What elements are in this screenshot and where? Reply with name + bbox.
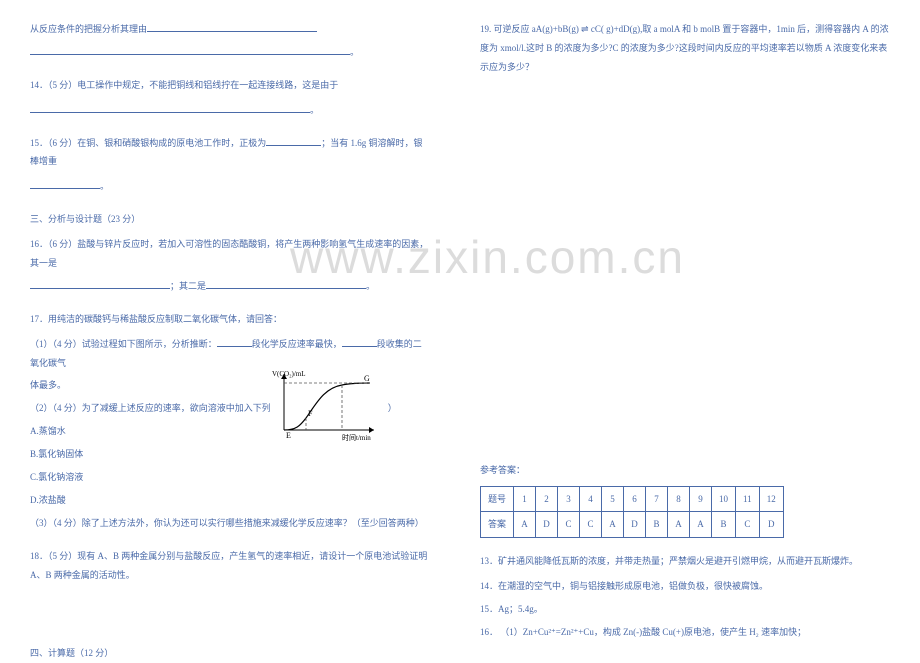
opt-d: D.浓盐酸	[30, 491, 430, 510]
blank-fill	[30, 279, 170, 289]
opt-c: C.氯化钠溶液	[30, 468, 430, 487]
q15-blank: 。	[30, 177, 430, 196]
ans-cell: C	[580, 512, 602, 538]
text: 三、分析与设计题（23 分）	[30, 214, 140, 224]
q17-3: （3）（4 分）除了上述方法外，你认为还可以实行哪些措施来减缓化学反应速率？（至…	[30, 514, 430, 533]
text: B.氯化钠固体	[30, 449, 83, 459]
num-cell: 5	[602, 486, 624, 512]
y-label: V(CO₂)/mL	[272, 370, 306, 378]
page-root: 从反应条件的把握分析其理由 。 14．（5 分）电工操作中规定，不能把铜线和铝线…	[0, 0, 920, 651]
blank-fill	[30, 45, 350, 55]
text: 17．用纯洁的碳酸钙与稀盐酸反应制取二氧化碳气体，请回答：	[30, 314, 282, 324]
q16-blanks: ；其二是 。	[30, 277, 430, 296]
answers-head: 参考答案：	[480, 461, 890, 480]
text: 14．在潮湿的空气中，铜与铝接触形成原电池，铝做负极，很快被腐蚀。	[480, 581, 768, 591]
text: ；其二是	[170, 281, 206, 291]
period: 。	[100, 181, 109, 191]
q15: 15．（6 分）在铜、银和硝酸银构成的原电池工作时，正极为；当有 1.6g 铜溶…	[30, 134, 430, 172]
num-cell: 10	[712, 486, 736, 512]
text: 参考答案：	[480, 465, 525, 475]
q14: 14．（5 分）电工操作中规定，不能把铜线和铝线拧在一起连接线路，这是由于	[30, 76, 430, 95]
blank-fill	[217, 337, 252, 347]
q-reason-cont: 。	[30, 43, 430, 62]
ans-cell: D	[536, 512, 558, 538]
ans14: 14．在潮湿的空气中，铜与铝接触形成原电池，铝做负极，很快被腐蚀。	[480, 577, 890, 596]
q17-1: （1）（4 分）试验过程如下图所示，分析推断：段化学反应速率最快，段收集的二氧化…	[30, 335, 430, 373]
table-row-header: 题号 1 2 3 4 5 6 7 8 9 10 11 12	[481, 486, 784, 512]
text: 19. 可逆反应 aA(g)+bB(g) ⇌ cC( g)+dD(g),取 a …	[480, 24, 889, 72]
q18: 18．（5 分）现有 A、B 两种金属分别与盐酸反应，产生氢气的速率相近，请设计…	[30, 547, 430, 585]
ans-cell: B	[646, 512, 668, 538]
header-label: 题号	[481, 486, 514, 512]
num-cell: 4	[580, 486, 602, 512]
num-cell: 2	[536, 486, 558, 512]
blank-fill	[266, 136, 321, 146]
text: 15．Ag；5.4g。	[480, 604, 543, 614]
num-cell: 11	[736, 486, 760, 512]
period: 。	[310, 105, 319, 115]
num-cell: 3	[558, 486, 580, 512]
text: A.蒸馏水	[30, 426, 66, 436]
spacer	[480, 81, 890, 461]
blank-fill	[30, 179, 100, 189]
pt-f: F	[308, 409, 313, 418]
num-cell: 9	[690, 486, 712, 512]
ans13: 13．矿井通风能降低瓦斯的浓度，并带走热量；严禁烟火是避开引燃甲烷，从而避开瓦斯…	[480, 552, 890, 571]
text: （3）（4 分）除了上述方法外，你认为还可以实行哪些措施来减缓化学反应速率？（至…	[30, 518, 424, 528]
ans-cell: C	[558, 512, 580, 538]
period: 。	[366, 281, 375, 291]
ans-cell: D	[759, 512, 783, 538]
period: 。	[350, 47, 359, 57]
text: 13．矿井通风能降低瓦斯的浓度，并带走热量；严禁烟火是避开引燃甲烷，从而避开瓦斯…	[480, 556, 858, 566]
q17: 17．用纯洁的碳酸钙与稀盐酸反应制取二氧化碳气体，请回答：	[30, 310, 430, 329]
pt-g: G	[364, 374, 370, 383]
ans15: 15．Ag；5.4g。	[480, 600, 890, 619]
ans-cell: C	[736, 512, 760, 538]
blank-fill	[206, 279, 366, 289]
ans-cell: A	[690, 512, 712, 538]
ans-cell: A	[602, 512, 624, 538]
text: （1）（4 分）试验过程如下图所示，分析推断：	[30, 339, 217, 349]
section-4-head: 四、计算题（12 分）	[30, 644, 430, 663]
q16: 16．（6 分）盐酸与锌片反应时，若加入可溶性的固态酷酸铜，将产生两种影响氢气生…	[30, 235, 430, 273]
ans-cell: D	[624, 512, 646, 538]
text: 16． （1）Zn+Cu²⁺=Zn²⁺+Cu，构成 Zn(-)盐酸 Cu(+)原…	[480, 627, 806, 637]
text: 18．（5 分）现有 A、B 两种金属分别与盐酸反应，产生氢气的速率相近，请设计…	[30, 551, 427, 580]
num-cell: 6	[624, 486, 646, 512]
ans16: 16． （1）Zn+Cu²⁺=Zn²⁺+Cu，构成 Zn(-)盐酸 Cu(+)原…	[480, 623, 890, 642]
q14-blank: 。	[30, 101, 430, 120]
right-column: 19. 可逆反应 aA(g)+bB(g) ⇌ cC( g)+dD(g),取 a …	[460, 0, 920, 651]
text: 15．（6 分）在铜、银和硝酸银构成的原电池工作时，正极为	[30, 138, 266, 148]
opt-b: B.氯化钠固体	[30, 445, 430, 464]
ans-cell: A	[668, 512, 690, 538]
blank-fill	[147, 22, 317, 32]
x-label: 时间t/min	[342, 433, 371, 442]
text: 段化学反应速率最快，	[252, 339, 342, 349]
num-cell: 7	[646, 486, 668, 512]
text: D.浓盐酸	[30, 495, 66, 505]
text: C.氯化钠溶液	[30, 472, 83, 482]
blank-fill	[30, 103, 310, 113]
text: 从反应条件的把握分析其理由	[30, 24, 147, 34]
num-cell: 1	[514, 486, 536, 512]
ans-cell: A	[514, 512, 536, 538]
text: 14．（5 分）电工操作中规定，不能把铜线和铝线拧在一起连接线路，这是由于	[30, 80, 338, 90]
chart-svg: V(CO₂)/mL 时间t/min E F G	[270, 368, 380, 443]
pt-e: E	[286, 431, 291, 440]
answers-table: 题号 1 2 3 4 5 6 7 8 9 10 11 12 答案 A D C C…	[480, 486, 784, 539]
num-cell: 12	[759, 486, 783, 512]
ans-cell: B	[712, 512, 736, 538]
q-reason-line: 从反应条件的把握分析其理由	[30, 20, 430, 39]
left-column: 从反应条件的把握分析其理由 。 14．（5 分）电工操作中规定，不能把铜线和铝线…	[0, 0, 460, 651]
text: 四、计算题（12 分）	[30, 648, 113, 658]
q19: 19. 可逆反应 aA(g)+bB(g) ⇌ cC( g)+dD(g),取 a …	[480, 20, 890, 77]
table-row-answers: 答案 A D C C A D B A A B C D	[481, 512, 784, 538]
text: 体最多。	[30, 380, 66, 390]
answer-label: 答案	[481, 512, 514, 538]
text: 16．（6 分）盐酸与锌片反应时，若加入可溶性的固态酷酸铜，将产生两种影响氢气生…	[30, 239, 428, 268]
num-cell: 8	[668, 486, 690, 512]
blank-fill	[342, 337, 377, 347]
co2-chart: V(CO₂)/mL 时间t/min E F G	[270, 368, 380, 443]
section-3-head: 三、分析与设计题（23 分）	[30, 210, 430, 229]
